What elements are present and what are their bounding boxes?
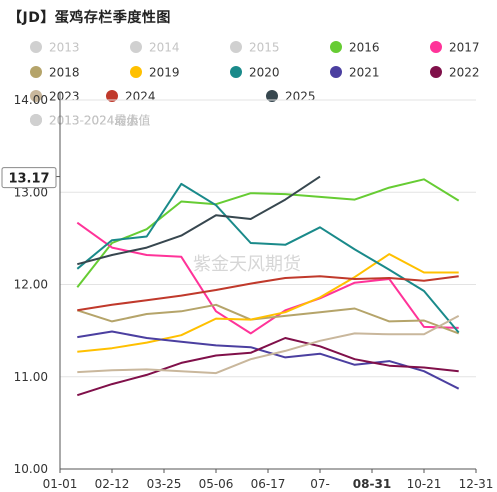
legend-marker (30, 114, 42, 126)
legend-item-2021[interactable]: 2021 (330, 66, 380, 80)
legend-item-2016[interactable]: 2016 (330, 41, 380, 55)
legend-label: 2023 (49, 90, 80, 104)
y-tick-label: 14.00 (14, 93, 48, 107)
legend-marker (230, 66, 242, 78)
x-tick-label: 12-31 (459, 477, 494, 491)
legend-label: 2013-2024最小值 (49, 113, 150, 128)
series-line-2020 (76, 182, 460, 334)
legend-label: 2013-2024最大值 (49, 113, 150, 128)
axes (56, 92, 477, 473)
legend-item-2013[interactable]: 2013 (30, 41, 80, 55)
legend-label: 2021 (349, 66, 380, 80)
x-tick-label: 08-31 (353, 477, 391, 491)
legend-item-2022[interactable]: 2022 (430, 66, 480, 80)
y-tick-label: 11.00 (14, 370, 48, 384)
y-tick-label: 10.00 (14, 462, 48, 476)
legend-label: 2019 (149, 66, 180, 80)
legend-marker (30, 66, 42, 78)
x-tick-label: 10-21 (407, 477, 442, 491)
series-lines (76, 175, 460, 397)
series-line-2019 (77, 253, 459, 353)
legend-label: 2025 (285, 90, 316, 104)
series-line-2021 (77, 330, 460, 390)
legend-marker (430, 66, 442, 78)
legend-item-2015[interactable]: 2015 (230, 41, 280, 55)
x-tick-label: 07- (310, 477, 330, 491)
legend-label: 2016 (349, 41, 380, 55)
legend-marker (330, 66, 342, 78)
legend-label: 2020 (249, 66, 280, 80)
x-tick-label: 03-25 (147, 477, 182, 491)
legend-label: 2022 (449, 66, 480, 80)
y-tick-label: 13.00 (14, 185, 48, 199)
legend-label: 2013-2024均值 (49, 113, 138, 128)
y-tick-label: 12.00 (14, 278, 48, 292)
series-line-2016 (76, 178, 460, 288)
legend-label: 2018 (49, 66, 80, 80)
legend-marker (230, 41, 242, 53)
legend[interactable]: 2013 2014 2015 2016 2017 2018 2019 2020 2021 2022… (30, 41, 480, 128)
watermark: 紫金天风期货 (193, 254, 301, 275)
legend-marker (130, 66, 142, 78)
legend-item-2018[interactable]: 2018 (30, 66, 80, 80)
highlight-y-box (1, 167, 57, 189)
highlight-y-label: 13.17 (8, 172, 49, 187)
legend-label: 2014 (149, 41, 180, 55)
legend-marker (330, 41, 342, 53)
series-line-2024 (77, 275, 459, 312)
x-tick-label: 06-17 (251, 477, 286, 491)
legend-item-2013-2024均值[interactable]: 2013-2024均值 (30, 113, 138, 128)
x-tick-label: 02-12 (95, 477, 130, 491)
legend-marker (430, 41, 442, 53)
legend-item-2025[interactable]: 2025 (266, 90, 316, 104)
series-line-2017 (76, 221, 459, 335)
legend-item-2024[interactable]: 2024 (106, 90, 156, 104)
legend-label: 2013 (49, 41, 80, 55)
legend-marker (266, 90, 278, 102)
series-line-2018 (76, 303, 460, 335)
legend-label: 2015 (249, 41, 280, 55)
legend-item-2014[interactable]: 2014 (130, 41, 180, 55)
chart-title: 【JD】蛋鸡存栏季度性图 (8, 10, 171, 26)
x-tick-label: 01-01 (43, 477, 78, 491)
x-tick-label: 05-06 (199, 477, 234, 491)
legend-item-2017[interactable]: 2017 (430, 41, 480, 55)
legend-item-2019[interactable]: 2019 (130, 66, 180, 80)
axis-labels: 10.00 11.00 12.00 13.00 14.00 01-01 02-12 03-25… (1, 93, 494, 491)
legend-marker (30, 90, 42, 102)
legend-label: 2024 (125, 90, 156, 104)
legend-marker (106, 90, 118, 102)
series-line-2022 (76, 337, 459, 397)
legend-marker (130, 41, 142, 53)
series-line-2023 (77, 315, 460, 375)
legend-label: 2017 (449, 41, 480, 55)
legend-marker (30, 41, 42, 53)
legend-item-2020[interactable]: 2020 (230, 66, 280, 80)
series-line-2025 (77, 175, 321, 266)
